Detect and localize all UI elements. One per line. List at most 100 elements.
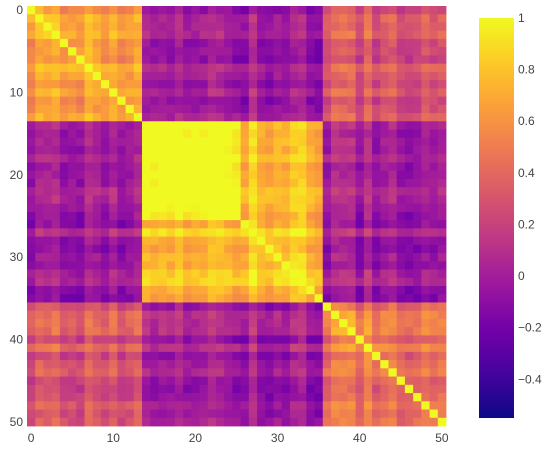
heatmap-cell — [396, 14, 406, 23]
heatmap-cell — [347, 63, 357, 73]
heatmap-cell — [232, 22, 242, 32]
heatmap-cell — [133, 335, 143, 345]
heatmap-cell — [347, 88, 357, 97]
heatmap-cell — [224, 417, 233, 427]
heatmap-cell — [207, 187, 217, 196]
heatmap-cell — [347, 170, 357, 180]
heatmap-cell — [404, 310, 414, 320]
heatmap-cell — [150, 269, 159, 279]
heatmap-cell — [117, 318, 126, 328]
heatmap-cell — [199, 80, 209, 89]
heatmap-cell — [380, 162, 389, 172]
heatmap-cell — [142, 22, 151, 32]
heatmap-cell — [306, 55, 315, 65]
heatmap-cell — [27, 6, 36, 15]
heatmap-cell — [314, 409, 324, 419]
heatmap-cell — [248, 253, 258, 262]
heatmap-cell — [257, 277, 266, 287]
heatmap-cell — [257, 38, 266, 48]
heatmap-cell — [421, 6, 430, 15]
heatmap-cell — [117, 154, 126, 163]
heatmap-cell — [404, 368, 414, 377]
heatmap-cell — [372, 277, 381, 287]
heatmap-cell — [380, 360, 389, 369]
heatmap-cell — [257, 384, 266, 394]
heatmap-cell — [199, 47, 209, 56]
heatmap-cell — [429, 286, 439, 295]
heatmap-cell — [240, 310, 250, 320]
heatmap-cell — [355, 302, 365, 312]
heatmap-cell — [27, 22, 36, 32]
heatmap-cell — [281, 343, 291, 353]
heatmap-cell — [355, 327, 365, 336]
heatmap-cell — [240, 393, 250, 402]
heatmap-cell — [100, 104, 110, 114]
heatmap-cell — [166, 71, 176, 81]
heatmap-cell — [51, 146, 61, 155]
heatmap-cell — [109, 80, 118, 89]
heatmap-cell — [240, 71, 250, 81]
heatmap-cell — [166, 286, 176, 295]
heatmap-cell — [207, 253, 217, 262]
heatmap-cell — [273, 335, 283, 345]
heatmap-cell — [224, 286, 233, 295]
heatmap-cell — [248, 211, 258, 221]
heatmap-cell — [265, 417, 274, 427]
heatmap-cell — [43, 211, 53, 221]
heatmap-cell — [330, 63, 340, 73]
heatmap-cell — [76, 104, 85, 114]
heatmap-cell — [380, 71, 389, 81]
heatmap-cell — [117, 80, 126, 89]
heatmap-cell — [240, 211, 250, 221]
heatmap-cell — [125, 154, 135, 163]
heatmap-cell — [380, 178, 389, 188]
heatmap-cell — [215, 47, 225, 56]
heatmap-cell — [413, 384, 422, 394]
heatmap-cell — [92, 401, 102, 410]
heatmap-cell — [421, 187, 430, 196]
heatmap-cell — [183, 80, 192, 89]
heatmap-cell — [380, 30, 389, 40]
heatmap-cell — [363, 47, 373, 56]
heatmap-cell — [380, 14, 389, 23]
heatmap-cell — [68, 47, 77, 56]
heatmap-cell — [150, 211, 159, 221]
heatmap-cell — [51, 393, 61, 402]
heatmap-cell — [257, 376, 266, 386]
heatmap-cell — [396, 121, 406, 130]
heatmap-cell — [125, 121, 135, 130]
heatmap-cell — [404, 195, 414, 205]
heatmap-cell — [322, 30, 332, 40]
heatmap-cell — [281, 286, 291, 295]
heatmap-cell — [232, 203, 242, 213]
heatmap-cell — [68, 162, 77, 172]
heatmap-cell — [306, 244, 315, 254]
heatmap-cell — [183, 351, 192, 361]
heatmap-cell — [51, 30, 61, 40]
heatmap-cell — [133, 286, 143, 295]
heatmap-cell — [429, 277, 439, 287]
heatmap-cell — [92, 178, 102, 188]
heatmap-cell — [355, 368, 365, 377]
heatmap-cell — [388, 269, 398, 279]
heatmap-cell — [215, 203, 225, 213]
heatmap-cell — [207, 302, 217, 312]
heatmap-cell — [174, 14, 184, 23]
heatmap-cell — [273, 376, 283, 386]
heatmap-cell — [27, 327, 36, 336]
heatmap-cell — [273, 384, 283, 394]
heatmap-cell — [43, 236, 53, 246]
heatmap-cell — [232, 277, 242, 287]
heatmap-cell — [27, 55, 36, 65]
heatmap-cell — [339, 38, 348, 48]
heatmap-cell — [166, 104, 176, 114]
heatmap-cell — [396, 30, 406, 40]
heatmap-cell — [158, 360, 168, 369]
heatmap-cell — [380, 236, 389, 246]
heatmap-cell — [437, 401, 447, 410]
heatmap-cell — [142, 286, 151, 295]
heatmap-cell — [396, 195, 406, 205]
heatmap-cell — [68, 30, 77, 40]
heatmap-cell — [84, 228, 94, 237]
heatmap-cell — [240, 286, 250, 295]
